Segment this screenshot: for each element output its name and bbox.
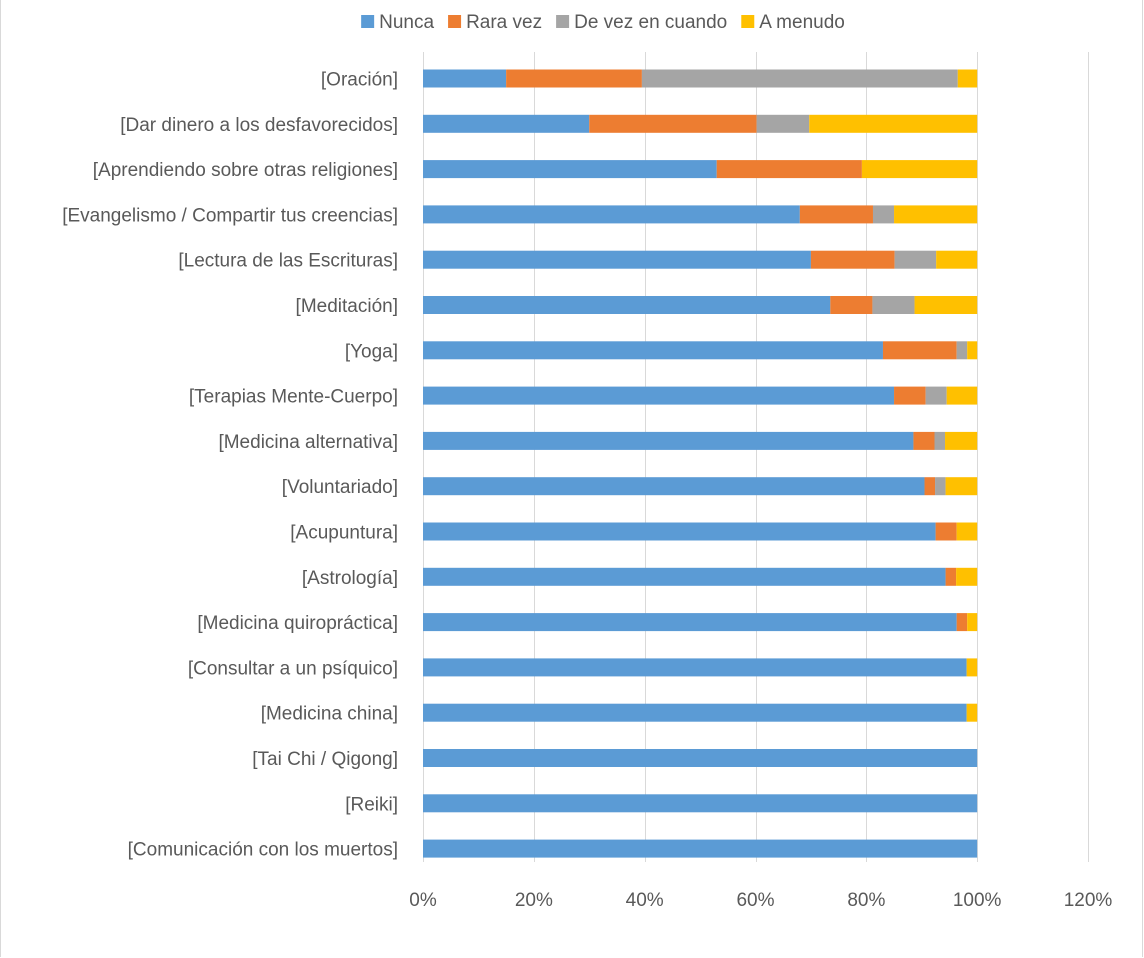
category-label: [Meditación] <box>296 296 398 317</box>
bar-segment <box>423 703 967 722</box>
bar-segment <box>882 341 957 360</box>
legend-swatch <box>556 15 570 28</box>
bar-segment <box>934 431 946 450</box>
category-label: [Lectura de las Escrituras] <box>178 251 398 272</box>
legend-swatch <box>448 15 462 28</box>
category-label: [Acupuntura] <box>290 523 398 544</box>
bar-segment <box>956 567 978 586</box>
bar-segment <box>423 794 978 813</box>
bar-segment <box>967 341 978 360</box>
bar-segment <box>589 114 757 133</box>
bar-segment <box>894 250 937 269</box>
bar-segment <box>966 658 978 677</box>
bar-segment <box>716 160 862 179</box>
bar-segment <box>957 69 978 88</box>
bar-segment <box>894 205 978 224</box>
x-tick-label: 80% <box>847 890 885 911</box>
bar-segment <box>945 477 978 496</box>
x-tick-label: 0% <box>409 890 437 911</box>
category-label: [Terapias Mente-Cuerpo] <box>189 387 398 408</box>
bar-segment <box>830 296 873 314</box>
bar-segment <box>641 69 958 88</box>
bar-segment <box>935 477 946 496</box>
legend-label: A menudo <box>759 12 845 33</box>
category-label: [Voluntariado] <box>282 477 398 498</box>
category-label: [Oración] <box>321 70 398 91</box>
bar-segment <box>945 567 957 586</box>
bar-segment <box>810 250 895 269</box>
x-tick-label: 60% <box>736 890 774 911</box>
bar-segment <box>423 522 936 541</box>
category-label: [Reiki] <box>345 794 398 815</box>
legend-label: Nunca <box>379 12 434 33</box>
bar-segment <box>925 386 947 405</box>
legend-label: De vez en cuando <box>574 12 727 33</box>
bar-segment <box>423 567 946 586</box>
bar-segment <box>913 431 935 450</box>
bar-segment <box>956 341 968 360</box>
bar-segment <box>809 114 978 133</box>
bar-segment <box>936 250 978 269</box>
bar-segment <box>956 522 978 541</box>
category-label: [Aprendiendo sobre otras religiones] <box>93 160 398 181</box>
bars <box>423 69 978 858</box>
category-label: [Tai Chi / Qigong] <box>252 749 398 770</box>
bar-segment <box>423 114 590 133</box>
bar-segment <box>423 296 831 314</box>
bar-segment <box>423 69 507 88</box>
bar-segment <box>423 341 883 360</box>
bar-segment <box>423 386 895 405</box>
bar-segment <box>914 296 978 314</box>
bar-segment <box>945 431 978 450</box>
bar-segment <box>935 522 957 541</box>
legend-swatch <box>741 15 755 28</box>
category-label: [Medicina alternativa] <box>218 432 398 453</box>
bar-segment <box>423 160 717 179</box>
x-tick-label: 20% <box>515 890 553 911</box>
legend: Nunca Rara vez De vez en cuando A menudo <box>361 12 845 33</box>
category-label: [Comunicación con los muertos] <box>128 840 398 861</box>
category-label: [Medicina quiropráctica] <box>197 613 398 634</box>
legend-swatch <box>361 15 375 28</box>
bar-segment <box>894 386 926 405</box>
category-label: [Evangelismo / Compartir tus creencias] <box>62 205 398 226</box>
bar-segment <box>966 703 978 722</box>
bar-segment <box>423 205 800 224</box>
x-tick-label: 40% <box>626 890 664 911</box>
bar-segment <box>423 613 957 632</box>
bar-segment <box>924 477 936 496</box>
bar-segment <box>423 431 914 450</box>
bar-segment <box>756 114 810 133</box>
bar-segment <box>423 839 978 858</box>
bar-segment <box>956 613 968 632</box>
bar-segment <box>861 160 978 179</box>
category-label: [Medicina china] <box>261 704 398 725</box>
bar-segment <box>946 386 978 405</box>
bar-segment <box>423 477 925 496</box>
category-label: [Dar dinero a los desfavorecidos] <box>120 115 398 136</box>
bar-segment <box>423 250 811 269</box>
x-tick-label: 120% <box>1064 890 1113 911</box>
x-axis-tick-labels: 0% 20% 40% 60% 80% 100% 120% <box>409 890 1112 911</box>
category-label: [Yoga] <box>345 341 398 362</box>
bar-segment <box>799 205 873 224</box>
x-tick-label: 100% <box>953 890 1002 911</box>
bar-segment <box>423 749 978 767</box>
gridlines <box>423 52 1089 862</box>
bar-segment <box>872 205 895 224</box>
category-label: [Astrología] <box>302 568 398 589</box>
bar-segment <box>967 613 978 632</box>
bar-segment <box>872 296 915 314</box>
bar-segment <box>423 658 967 677</box>
category-label: [Consultar a un psíquico] <box>188 658 398 679</box>
bar-segment <box>506 69 642 88</box>
category-labels: [Oración] [Dar dinero a los desfavorecido… <box>62 70 398 861</box>
legend-label: Rara vez <box>466 12 542 33</box>
